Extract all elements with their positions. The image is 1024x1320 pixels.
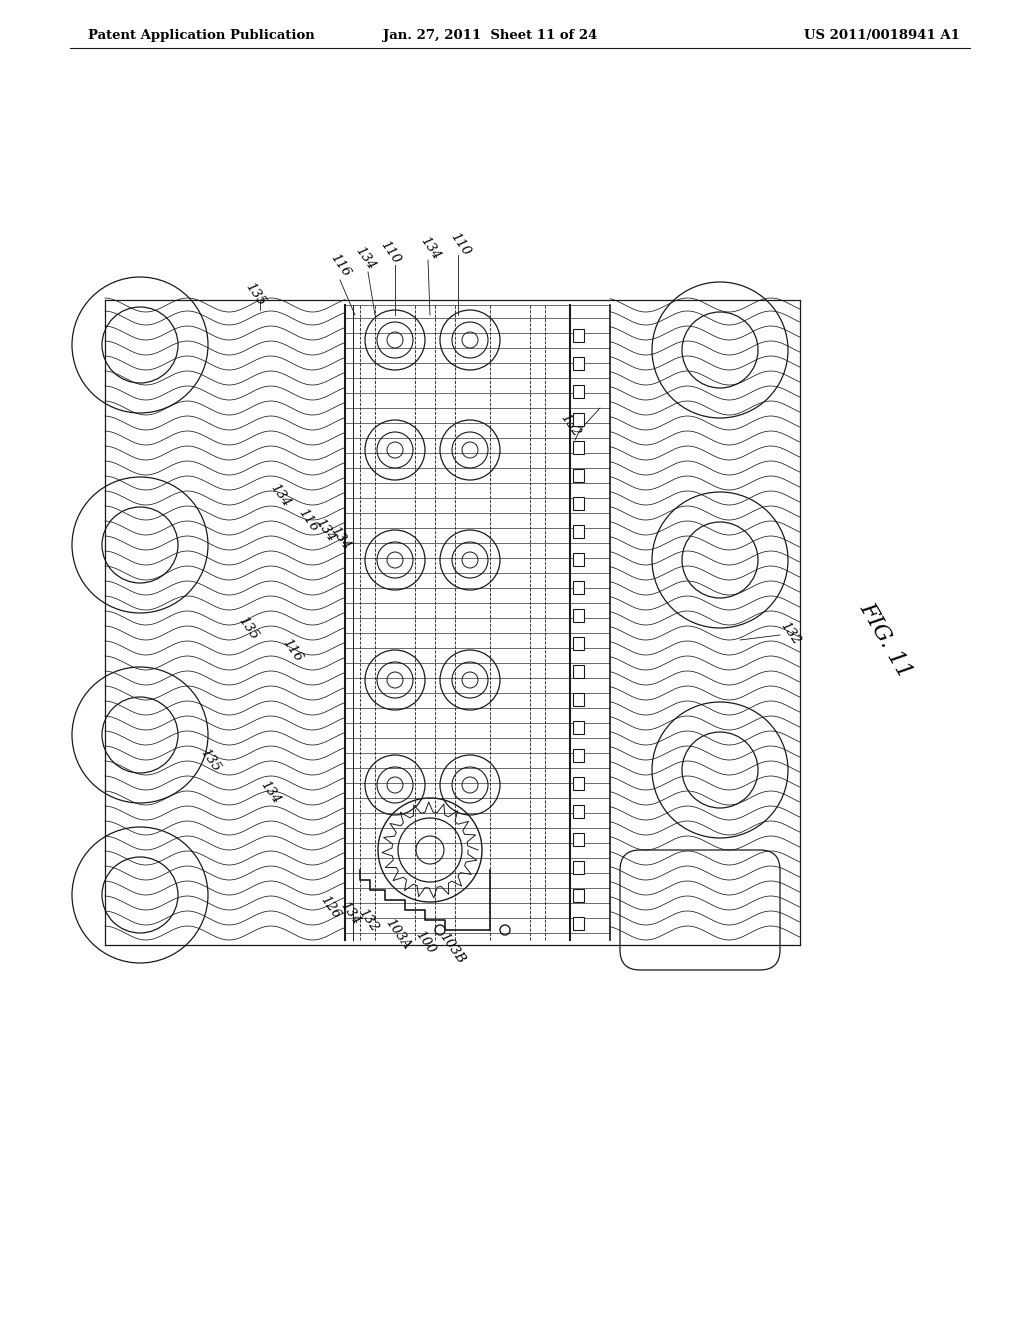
Text: 110: 110	[447, 230, 472, 257]
Text: 110: 110	[378, 238, 402, 267]
Text: Jan. 27, 2011  Sheet 11 of 24: Jan. 27, 2011 Sheet 11 of 24	[383, 29, 597, 41]
Bar	[573, 777, 584, 789]
Text: 135: 135	[243, 280, 267, 308]
Text: 135: 135	[198, 746, 222, 774]
Bar	[573, 693, 584, 706]
Text: Patent Application Publication: Patent Application Publication	[88, 29, 314, 41]
Text: 103B: 103B	[436, 931, 467, 966]
Text: 134: 134	[352, 244, 378, 272]
Bar	[573, 805, 584, 818]
Bar	[573, 356, 584, 370]
Text: 134: 134	[312, 516, 338, 544]
Bar	[573, 525, 584, 539]
Bar	[573, 441, 584, 454]
Bar	[573, 888, 584, 902]
Text: 116: 116	[296, 506, 321, 535]
Bar	[573, 498, 584, 510]
Text: 134: 134	[267, 480, 293, 510]
Bar	[573, 665, 584, 678]
Text: 132: 132	[355, 906, 381, 935]
Bar	[573, 721, 584, 734]
Text: 116: 116	[328, 251, 352, 279]
Text: 135: 135	[236, 614, 260, 642]
Text: 134: 134	[338, 899, 362, 927]
Bar	[573, 917, 584, 931]
Bar	[573, 385, 584, 399]
Bar	[573, 833, 584, 846]
Text: 134: 134	[257, 777, 283, 807]
Text: 116: 116	[280, 636, 304, 664]
Bar	[573, 329, 584, 342]
Text: 134: 134	[328, 524, 352, 552]
Text: 134: 134	[418, 234, 442, 261]
Text: 100: 100	[413, 928, 437, 956]
Text: 132: 132	[557, 411, 583, 440]
Bar	[573, 609, 584, 622]
Bar	[573, 553, 584, 566]
Text: 103A: 103A	[383, 916, 414, 952]
Text: 126: 126	[317, 894, 343, 921]
Bar	[573, 413, 584, 426]
Bar	[573, 469, 584, 482]
Text: FIG. 11: FIG. 11	[855, 598, 915, 681]
Bar	[573, 638, 584, 649]
Text: 132: 132	[777, 619, 803, 647]
Bar	[573, 861, 584, 874]
Text: US 2011/0018941 A1: US 2011/0018941 A1	[804, 29, 961, 41]
Bar	[573, 748, 584, 762]
Bar	[573, 581, 584, 594]
